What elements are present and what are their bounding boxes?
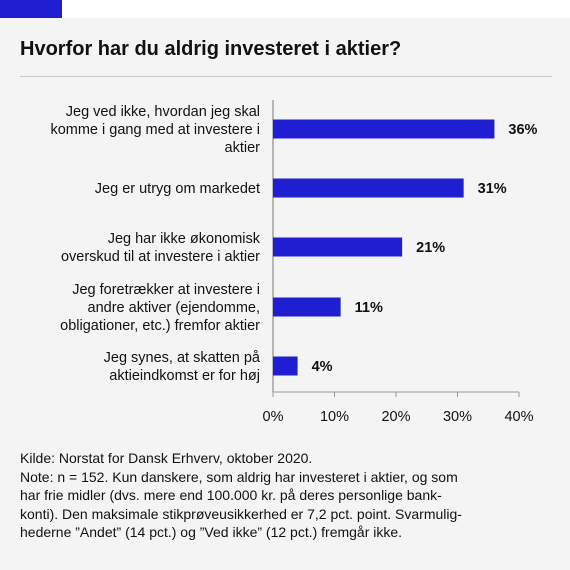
category-label: aktieindkomst er for høj: [109, 368, 260, 384]
note-line: hederne ”Andet” (14 pct.) og ”Ved ikke” …: [20, 524, 403, 540]
chart-title: Hvorfor har du aldrig investeret i aktie…: [20, 38, 402, 60]
source-text: Kilde: Norstat for Dansk Erhverv, oktobe…: [20, 450, 313, 466]
bar-value-label: 31%: [478, 181, 507, 197]
category-label: Jeg har ikke økonomisk: [108, 231, 261, 247]
bar: [273, 356, 298, 376]
bar-value-label: 11%: [355, 300, 383, 316]
category-label: Jeg er utryg om markedet: [95, 181, 260, 197]
x-tick-label: 20%: [381, 409, 410, 425]
chart-notes: Kilde: Norstat for Dansk Erhverv, oktobe…: [20, 449, 555, 542]
bar-value-label: 21%: [416, 240, 445, 256]
bar-value-label: 4%: [312, 359, 333, 375]
category-label: komme i gang med at investere i: [50, 122, 260, 138]
bar: [273, 297, 341, 317]
category-label: aktier: [225, 140, 261, 156]
note-line: Note: n = 152. Kun danskere, som aldrig …: [20, 468, 458, 485]
category-label: obligationer, etc.) fremfor aktier: [60, 318, 260, 334]
bar: [273, 237, 403, 257]
bar-chart: 36% Jeg ved ikke, hvordan jeg skal komme i…: [50, 100, 538, 425]
x-tick-label: 30%: [443, 409, 472, 425]
brand-accent-tab: [0, 0, 62, 18]
x-tick-label: 40%: [504, 409, 533, 425]
category-label: andre aktiver (ejendomme,: [88, 300, 260, 316]
bar: [273, 178, 464, 198]
category-label: Jeg ved ikke, hvordan jeg skal: [66, 104, 260, 120]
category-label: Jeg synes, at skatten på: [104, 350, 261, 366]
category-label: Jeg foretrækker at investere i: [72, 282, 260, 298]
x-tick-label: 0%: [263, 409, 284, 425]
chart-panel: [0, 18, 570, 570]
title-divider: [20, 76, 552, 77]
bar-value-label: 36%: [508, 122, 537, 138]
x-tick-label: 10%: [320, 409, 349, 425]
category-label: overskud til at investere i aktier: [61, 249, 260, 265]
note-line: konti). Den maksimale stikprøveusikkerhe…: [20, 505, 462, 522]
bar: [273, 119, 495, 139]
note-line: har frie midler (dvs. mere end 100.000 k…: [20, 487, 442, 503]
